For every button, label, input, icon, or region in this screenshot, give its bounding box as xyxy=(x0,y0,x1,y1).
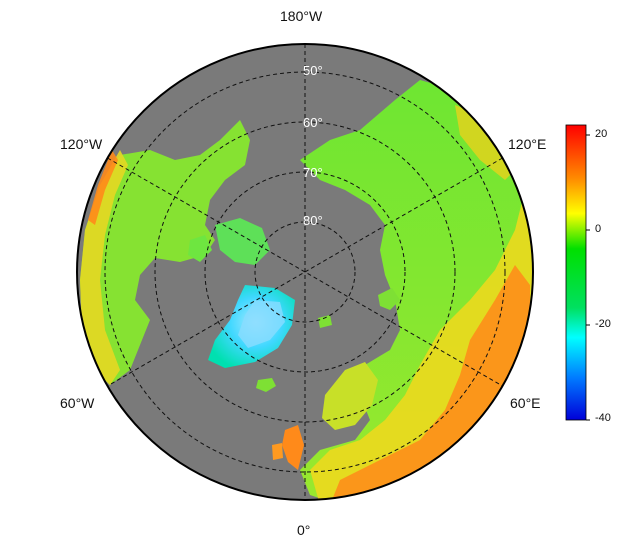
iceland xyxy=(256,378,276,392)
lon-label-180w: 180°W xyxy=(280,8,323,24)
arctic-archipelago xyxy=(215,218,270,265)
colorbar xyxy=(565,124,587,421)
colorbar-label-0: 0 xyxy=(595,223,602,235)
lon-label-60e: 60°E xyxy=(510,395,541,411)
novaya-zemlya xyxy=(378,288,400,310)
meridians xyxy=(107,44,503,500)
meridian-120e-60w xyxy=(107,157,503,387)
lat-label-60: 60° xyxy=(303,115,323,130)
greenland-core xyxy=(238,300,285,348)
north-america-hot xyxy=(88,150,118,225)
lon-label-60w: 60°W xyxy=(60,395,95,411)
colorbar-label-minus40: -40 xyxy=(595,412,611,424)
north-america-warm xyxy=(80,150,128,385)
colorbar-label-minus20: -20 xyxy=(595,318,611,330)
map-rim xyxy=(76,43,534,501)
north-america-landmass xyxy=(80,120,250,385)
far-east-warm xyxy=(455,105,515,180)
lat-label-70: 70° xyxy=(303,165,323,180)
ireland xyxy=(272,443,283,460)
svalbard xyxy=(318,315,332,328)
lat-circle-50 xyxy=(104,71,506,473)
colorbar-ticks xyxy=(586,134,590,421)
eurasia-hot-band xyxy=(330,265,530,500)
lon-label-120w: 120°W xyxy=(60,136,103,152)
british-isles xyxy=(282,425,304,470)
lon-label-120e: 120°E xyxy=(508,136,547,152)
lat-label-80: 80° xyxy=(303,213,323,228)
lon-label-0: 0° xyxy=(297,522,311,538)
lat-label-50: 50° xyxy=(303,63,323,78)
scandinavia xyxy=(322,362,378,430)
lat-circle-80 xyxy=(254,221,356,323)
colorbar-label-20: 20 xyxy=(595,128,608,140)
meridian-120w-60e xyxy=(107,157,503,387)
lat-circle-60 xyxy=(154,121,456,423)
